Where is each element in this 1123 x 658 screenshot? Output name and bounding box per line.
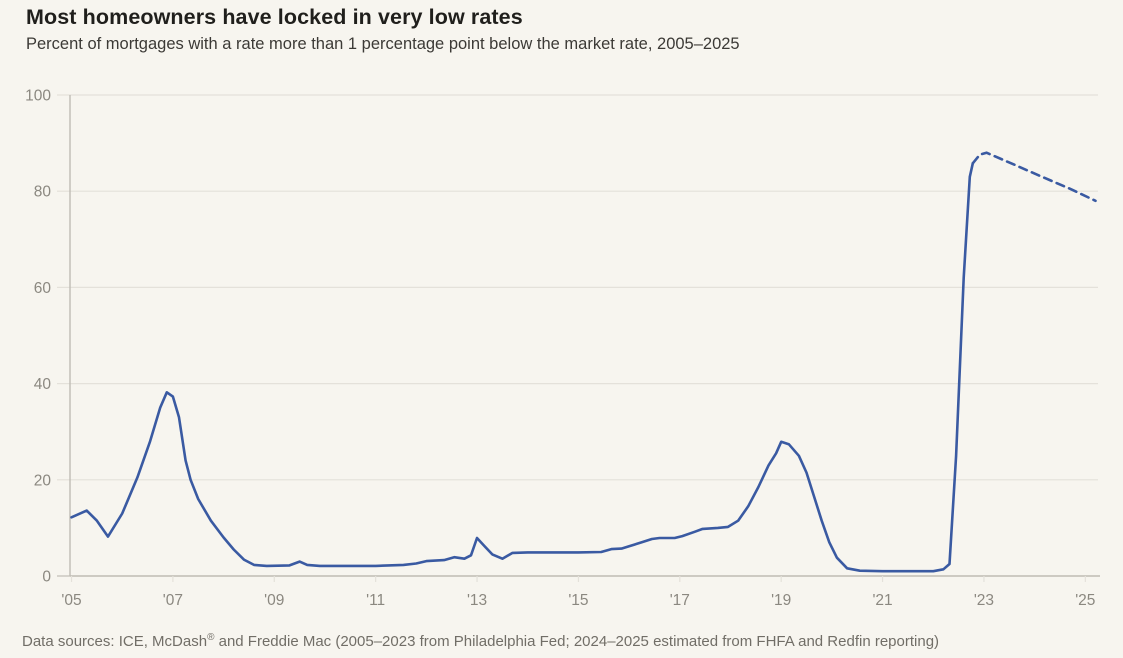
x-tick-label: '11 [366,592,385,609]
source-note-suffix: and Freddie Mac (2005–2023 from Philadel… [214,633,940,650]
y-tick-label: 20 [34,472,52,489]
x-tick-label: '23 [974,592,994,609]
x-tick-label: '05 [61,592,81,609]
y-tick-label: 0 [42,569,51,586]
y-tick-label: 80 [34,184,52,201]
x-tick-label: '13 [467,592,487,609]
x-tick-label: '19 [771,592,791,609]
series-line-solid [70,162,975,573]
source-note-prefix: Data sources: ICE, McDash [22,633,208,650]
x-tick-label: '15 [568,592,588,609]
y-tick-label: 60 [34,280,52,297]
series-line-dashed [971,151,1097,203]
x-tick-label: '09 [264,592,284,609]
chart-subtitle: Percent of mortgages with a rate more th… [26,35,740,53]
y-tick-label: 40 [34,376,52,393]
page-title: Most homeowners have locked in very low … [26,5,523,29]
registered-trademark-symbol: ® [207,632,215,643]
source-note: Data sources: ICE, McDash® and Freddie M… [22,632,940,651]
x-tick-label: '21 [872,592,892,609]
y-tick-label: 100 [25,88,51,105]
x-tick-label: '17 [670,592,690,609]
x-tick-label: '25 [1075,592,1095,609]
x-tick-label: '07 [163,592,183,609]
